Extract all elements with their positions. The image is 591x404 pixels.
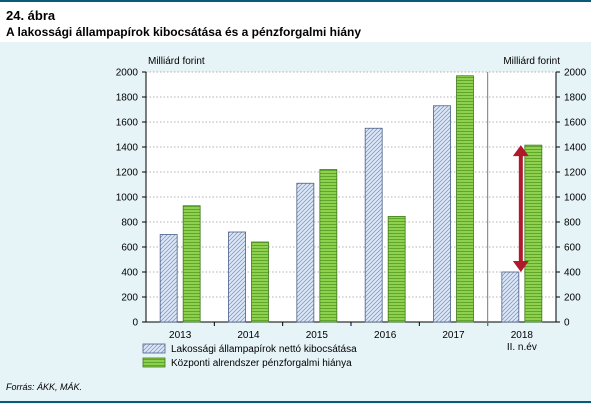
bar-lakossagi-2015 — [296, 182, 315, 323]
x-tick-label: 2017 — [442, 330, 465, 341]
bar-hiany-2018 — [524, 144, 543, 323]
y-tick-label-left: 400 — [121, 268, 138, 279]
bar-hiany-2016 — [387, 215, 406, 323]
x-tick-label: 2018 — [511, 330, 534, 341]
legend-swatch-lakossagi — [142, 343, 166, 354]
y-tick-label-left: 1000 — [116, 193, 139, 204]
y-tick-label-left: 1600 — [116, 118, 139, 129]
bar-lakossagi-2013 — [159, 234, 178, 323]
y-tick-label-right: 1600 — [564, 118, 587, 129]
y-tick-label-right: 2000 — [564, 68, 587, 79]
y-tick-label-left: 1200 — [116, 168, 139, 179]
source-note: Forrás: ÁKK, MÁK. — [6, 382, 83, 392]
bar-lakossagi-2018 — [501, 271, 520, 323]
y-tick-label-right: 1800 — [564, 93, 587, 104]
gap-arrow-head-bottom — [512, 261, 529, 272]
figure-number: 24. ábra — [6, 8, 56, 23]
x-tick-label: 2014 — [237, 330, 260, 341]
bottom-rule — [0, 401, 591, 403]
y-tick-label-right: 1000 — [564, 193, 587, 204]
y-tick-label-left: 2000 — [116, 68, 139, 79]
y-tick-label-left: 600 — [121, 243, 138, 254]
x-tick-label: 2015 — [306, 330, 329, 341]
gap-arrow-head-top — [512, 145, 529, 157]
y-tick-label-right: 200 — [564, 293, 581, 304]
y-tick-label-right: 1400 — [564, 143, 587, 154]
x-tick-label: 2013 — [169, 330, 192, 341]
y-tick-label-left: 1400 — [116, 143, 139, 154]
bar-hiany-2014 — [251, 241, 269, 323]
legend-label-hiany: Központi alrendszer pénzforgalmi hiánya — [171, 358, 352, 369]
y-tick-label-right: 0 — [564, 318, 570, 329]
legend-swatch-hiany — [142, 357, 166, 368]
y-tick-label-left: 200 — [121, 293, 138, 304]
y-axis-title-left: Milliárd forint — [148, 56, 205, 67]
y-tick-label-right: 1200 — [564, 168, 587, 179]
y-tick-label-left: 1800 — [116, 93, 139, 104]
x-tick-label: 2016 — [374, 330, 397, 341]
bar-lakossagi-2016 — [364, 127, 383, 323]
bar-hiany-2013 — [182, 205, 201, 323]
y-axis-title-right: Milliárd forint — [503, 56, 560, 67]
bar-hiany-2017 — [456, 75, 474, 323]
figure-title: A lakossági állampapírok kibocsátása és … — [6, 25, 362, 39]
legend-label-lakossagi: Lakossági állampapírok nettó kibocsátása — [171, 344, 357, 355]
plot-area — [146, 72, 556, 322]
y-tick-label-left: 0 — [132, 318, 138, 329]
y-tick-label-right: 400 — [564, 268, 581, 279]
bar-hiany-2015 — [319, 169, 338, 323]
bar-lakossagi-2017 — [433, 105, 451, 323]
y-tick-label-right: 800 — [564, 218, 581, 229]
y-tick-label-left: 800 — [121, 218, 138, 229]
chart: 0 0 200 200 400 400 600 600 800 800 1000 1000 1200 12… — [116, 56, 587, 369]
x-tick-sublabel: II. n.év — [507, 342, 537, 353]
bar-lakossagi-2014 — [228, 231, 246, 323]
y-tick-label-right: 600 — [564, 243, 581, 254]
title-bar: 24. ábra A lakossági állampapírok kibocs… — [0, 0, 591, 42]
